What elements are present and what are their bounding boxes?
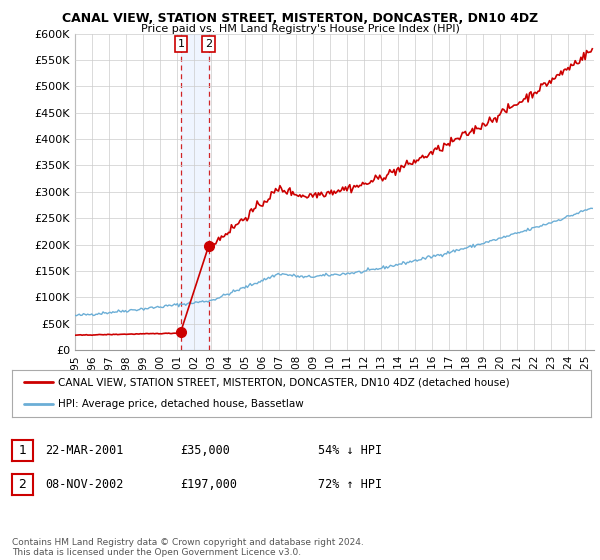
Bar — [181, 34, 209, 350]
Text: CANAL VIEW, STATION STREET, MISTERTON, DONCASTER, DN10 4DZ (detached house): CANAL VIEW, STATION STREET, MISTERTON, D… — [58, 377, 510, 388]
Text: 22-MAR-2001: 22-MAR-2001 — [45, 444, 124, 458]
Text: 08-NOV-2002: 08-NOV-2002 — [45, 478, 124, 491]
Text: Contains HM Land Registry data © Crown copyright and database right 2024.
This d: Contains HM Land Registry data © Crown c… — [12, 538, 364, 557]
Text: £197,000: £197,000 — [180, 478, 237, 491]
Text: £35,000: £35,000 — [180, 444, 230, 458]
Text: 54% ↓ HPI: 54% ↓ HPI — [318, 444, 382, 458]
Text: 2: 2 — [19, 478, 26, 491]
Text: Price paid vs. HM Land Registry's House Price Index (HPI): Price paid vs. HM Land Registry's House … — [140, 24, 460, 34]
Text: HPI: Average price, detached house, Bassetlaw: HPI: Average price, detached house, Bass… — [58, 399, 304, 409]
Text: 1: 1 — [178, 39, 184, 49]
Text: 1: 1 — [19, 444, 26, 458]
Text: CANAL VIEW, STATION STREET, MISTERTON, DONCASTER, DN10 4DZ: CANAL VIEW, STATION STREET, MISTERTON, D… — [62, 12, 538, 25]
Text: 72% ↑ HPI: 72% ↑ HPI — [318, 478, 382, 491]
Text: 2: 2 — [205, 39, 212, 49]
